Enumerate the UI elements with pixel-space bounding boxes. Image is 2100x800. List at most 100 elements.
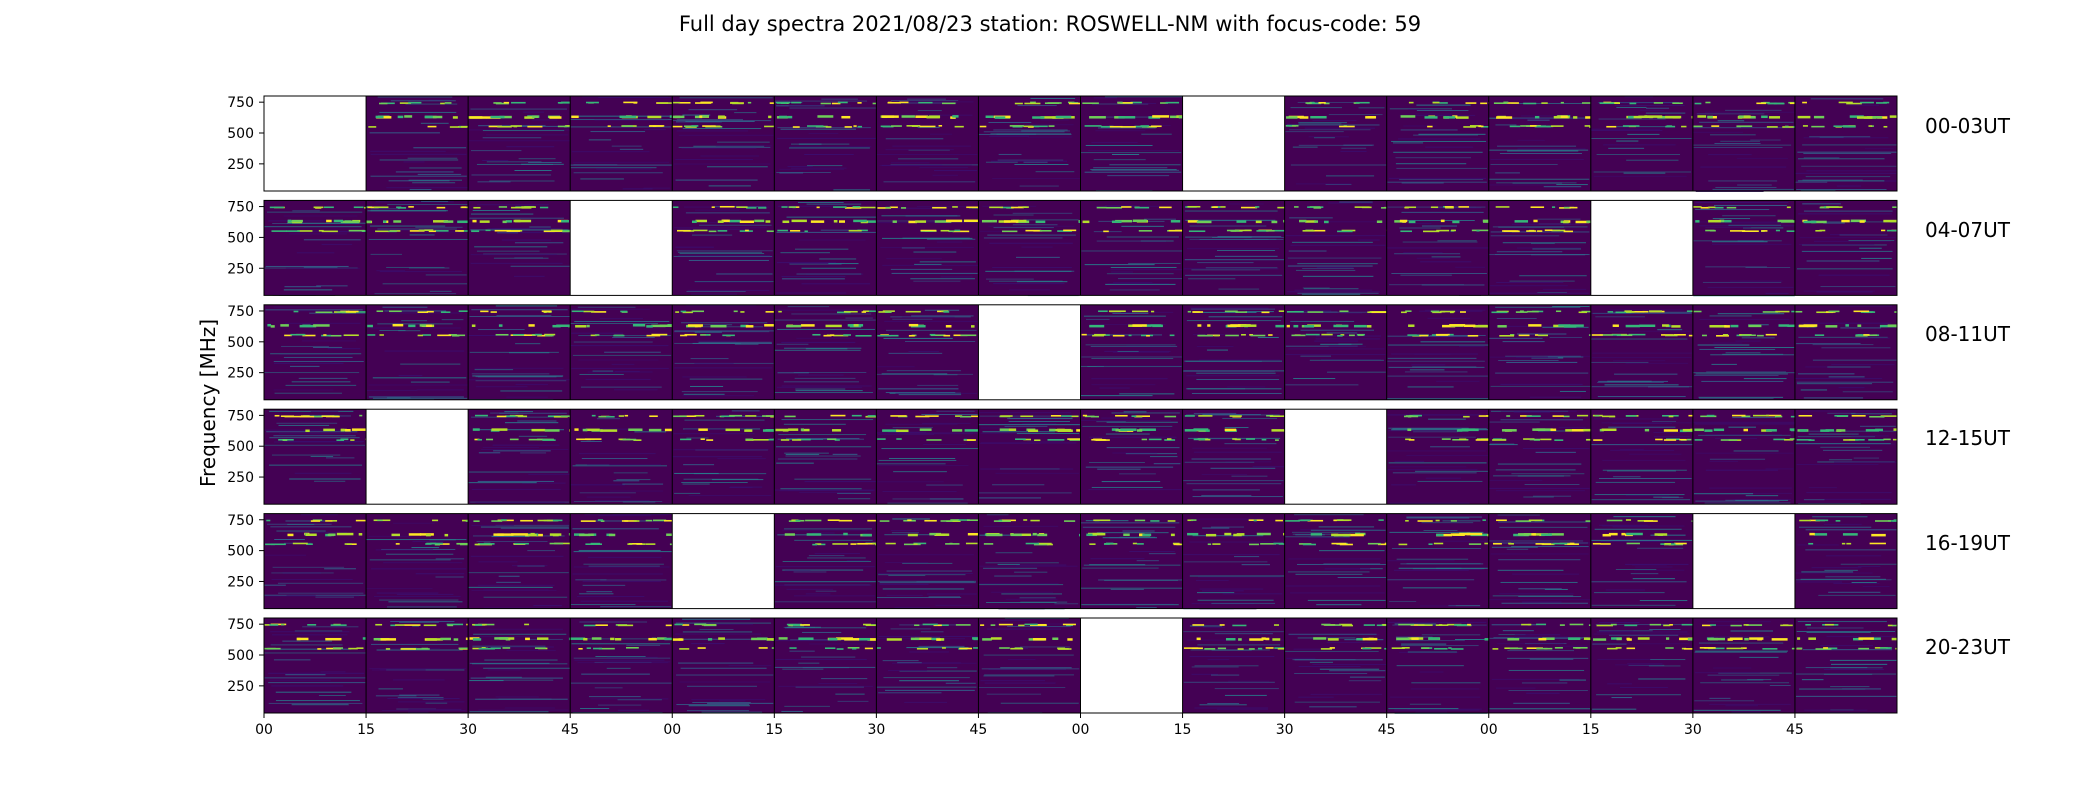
- x-tick-label-12: 00: [1480, 722, 1498, 738]
- y-tick-label-r2-0: 250: [227, 366, 254, 382]
- spectrum-texture-r1-p10: [1285, 201, 1387, 295]
- spectrum-panel-r0-p15: [1794, 96, 1897, 191]
- spectrum-texture-r0-p14: [1693, 101, 1795, 192]
- spectrum-texture-r5-p12: [1489, 623, 1591, 710]
- spectrum-texture-r3-p15: [1795, 410, 1897, 505]
- spectrum-texture-r0-p1: [368, 96, 469, 191]
- spectrum-panel-r4-p8: [1080, 513, 1183, 609]
- spectrum-panel-r2-p4: [672, 304, 775, 400]
- spectrum-panel-r4-p13: [1590, 513, 1693, 609]
- spectrum-texture-r1-p12: [1489, 206, 1591, 294]
- spectrum-panel-r4-p12: [1488, 513, 1591, 609]
- spectrum-texture-r5-p4: [672, 618, 775, 713]
- row-label-4: 16-19UT: [1925, 531, 2010, 555]
- y-tick-label-r4-1: 500: [227, 544, 254, 560]
- spectrum-panel-r2-p11: [1386, 304, 1489, 400]
- spectrum-panel-r3-p9: [1182, 409, 1285, 505]
- spectrum-panel-r2-p9: [1182, 304, 1285, 400]
- spectrum-texture-r4-p11: [1387, 516, 1489, 607]
- spectrum-panel-r5-p0: [264, 618, 367, 713]
- y-tick-label-r1-0: 250: [227, 261, 254, 277]
- spectrum-texture-r4-p0: [264, 514, 367, 598]
- spectrum-texture-r0-p2: [468, 101, 571, 183]
- spectrum-panel-r1-p2: [468, 200, 571, 296]
- spectrum-texture-r0-p13: [1590, 96, 1693, 177]
- spectrum-panel-r5-p12: [1488, 618, 1591, 713]
- spectrum-texture-r5-p2: [469, 623, 571, 713]
- spectrum-texture-r4-p8: [1080, 519, 1183, 609]
- row-frame-2: [263, 304, 1898, 401]
- spectrum-texture-r4-p15: [1795, 516, 1897, 596]
- spectrum-texture-r1-p14: [1693, 201, 1795, 297]
- spectrum-panel-r5-p7: [978, 618, 1081, 713]
- spectrum-texture-r5-p13: [1592, 621, 1693, 710]
- spectrum-texture-r1-p11: [1386, 206, 1489, 296]
- spectrum-texture-r2-p14: [1692, 310, 1795, 400]
- spectrum-panel-r0-p11: [1386, 96, 1489, 191]
- spectrum-texture-r1-p1: [366, 200, 469, 295]
- figure-title: Full day spectra 2021/08/23 station: ROS…: [678, 12, 1422, 36]
- missing-panel-r1-p3: [570, 200, 673, 296]
- spectrum-texture-r3-p9: [1183, 412, 1285, 498]
- spectrum-texture-r2-p10: [1285, 310, 1387, 386]
- spectrum-texture-r0-p11: [1387, 101, 1489, 184]
- spectrum-texture-r1-p2: [469, 204, 571, 277]
- spectrum-panel-r4-p2: [468, 513, 571, 609]
- spectrum-panel-r5-p3: [570, 618, 673, 713]
- y-tick-label-r5-1: 500: [227, 648, 254, 664]
- spectrum-texture-r5-p3: [570, 621, 673, 713]
- x-tick-label-0: 00: [255, 722, 273, 738]
- spectrum-panel-r2-p0: [264, 304, 367, 400]
- row-frame-0: [263, 95, 1898, 192]
- spectrum-panel-r3-p13: [1590, 409, 1693, 505]
- spectrum-texture-r0-p3: [570, 96, 673, 190]
- spectrum-texture-r2-p12: [1488, 306, 1591, 398]
- spectrum-texture-r5-p5: [774, 623, 877, 712]
- missing-panel-r4-p14: [1692, 513, 1795, 609]
- spectrum-texture-r1-p6: [877, 206, 979, 282]
- spectrum-texture-r3-p8: [1081, 411, 1182, 491]
- spectrum-panel-r1-p9: [1182, 200, 1285, 296]
- spectrum-texture-r5-p15: [1796, 621, 1897, 714]
- spectrum-panel-r1-p4: [672, 200, 775, 296]
- spectrum-texture-r3-p13: [1591, 414, 1693, 501]
- row-frame-4: [263, 513, 1898, 610]
- row-frame-3: [263, 408, 1898, 505]
- spectrum-texture-r1-p8: [1081, 204, 1183, 291]
- x-tick-label-7: 45: [970, 722, 988, 738]
- y-tick-label-r4-2: 750: [227, 513, 254, 529]
- spectrum-texture-r0-p7: [978, 97, 1081, 187]
- spectrum-panel-r2-p12: [1488, 304, 1591, 400]
- x-tick-label-11: 45: [1378, 722, 1396, 738]
- spectrum-panel-r0-p8: [1080, 96, 1183, 191]
- spectrum-texture-r3-p5: [774, 414, 877, 500]
- missing-panel-r0-p0: [264, 96, 367, 191]
- spectrum-texture-r0-p4: [672, 97, 775, 187]
- spectrum-panel-r3-p3: [570, 409, 673, 505]
- spectrum-texture-r0-p12: [1488, 101, 1591, 188]
- spectrum-panel-r3-p15: [1794, 409, 1897, 505]
- x-tick-label-13: 15: [1582, 722, 1600, 738]
- spectrum-texture-r5-p7: [978, 618, 1081, 714]
- y-tick-label-r3-2: 750: [227, 408, 254, 424]
- spectrum-panel-r2-p1: [366, 304, 469, 400]
- spectrum-texture-r2-p3: [570, 306, 673, 391]
- spectrum-texture-r2-p5: [774, 306, 877, 394]
- spectrum-panel-r1-p8: [1080, 200, 1183, 296]
- spectrum-texture-r1-p4: [673, 205, 775, 295]
- spectrum-texture-r3-p2: [468, 411, 571, 504]
- spectrum-panel-r3-p11: [1386, 409, 1489, 505]
- y-tick-label-r0-0: 250: [227, 157, 254, 173]
- spectrum-texture-r3-p11: [1387, 414, 1489, 504]
- missing-panel-r5-p8: [1080, 618, 1183, 713]
- spectrum-texture-r1-p15: [1796, 203, 1897, 293]
- spectrum-texture-r4-p2: [468, 519, 571, 609]
- missing-panel-r1-p13: [1590, 200, 1693, 296]
- spectrum-texture-r2-p9: [1183, 307, 1285, 394]
- y-tick-label-r0-1: 500: [227, 126, 254, 142]
- spectrum-texture-r5-p1: [369, 621, 469, 713]
- spectrum-texture-r3-p3: [570, 414, 673, 505]
- spectrum-texture-r0-p6: [876, 98, 979, 183]
- spectrum-texture-r3-p7: [978, 412, 1081, 499]
- y-tick-label-r1-2: 750: [227, 200, 254, 216]
